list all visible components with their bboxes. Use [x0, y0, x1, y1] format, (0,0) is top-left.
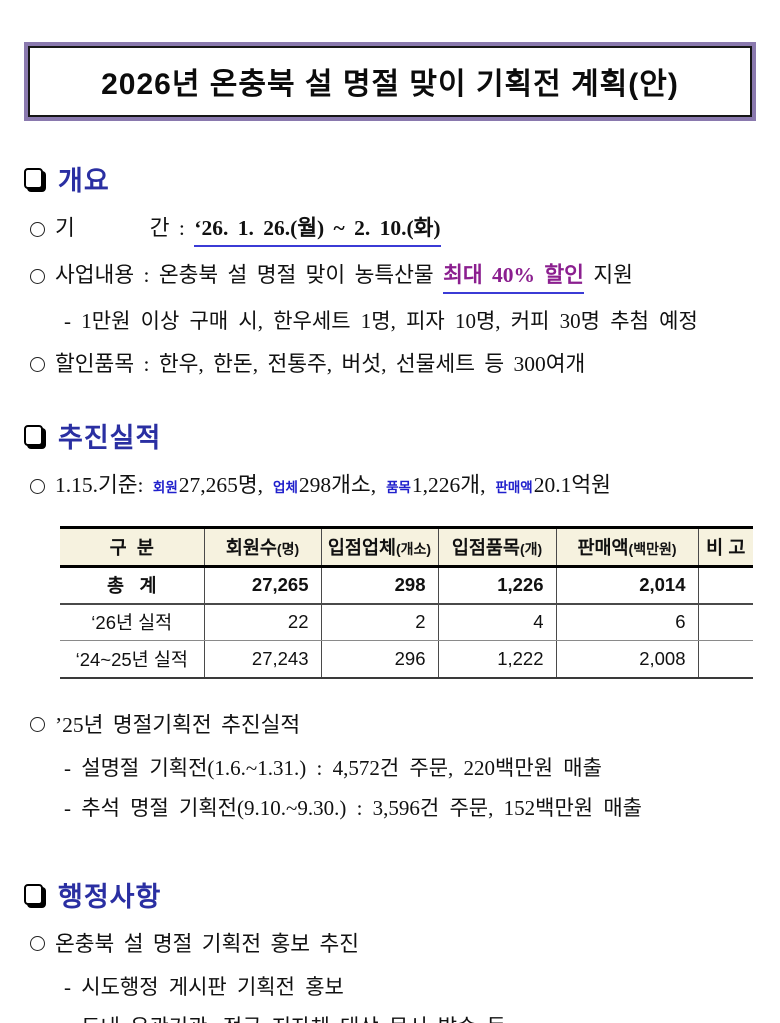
cell-sales: 2,014 — [555, 566, 698, 605]
header-members: 회원수(명) — [203, 527, 321, 568]
cell-note — [697, 566, 753, 605]
section-progress: 추진실적 1.15.기준: 회원 27,265명, 업체 298개소, 품목 1,22… — [22, 416, 758, 823]
stat-value-products: 1,226개, — [411, 473, 486, 497]
header-products: 입점품목(개) — [437, 527, 556, 568]
admin-heading: 행정사항 — [58, 881, 162, 912]
festival-item-chuseok: - 추석 명절 기획전(9.10.~9.30.) : 3,596건 주문, 15… — [64, 795, 642, 820]
document-title: 2026년 온충북 설 명절 맞이 기획전 계획(안) — [101, 68, 679, 101]
stat-value-members: 27,265명, — [178, 473, 264, 497]
admin-item-text: 온충북 설 명절 기획전 홍보 추진 — [55, 931, 360, 956]
header-sales: 판매액(백만원) — [555, 527, 698, 568]
business-sub-line: - 1만원 이상 구매 시, 한우세트 1명, 피자 10명, 커피 30명 추… — [64, 309, 698, 333]
admin-sub-board: - 시도행정 게시판 기획전 홍보 — [64, 974, 344, 999]
square-bullet-icon — [24, 883, 43, 905]
festival-item-seollal: - 설명절 기획전(1.6.~1.31.) : 4,572건 주문, 220백만… — [64, 755, 602, 780]
progress-heading: 추진실적 — [58, 423, 162, 453]
cell-sales: 2,008 — [555, 640, 698, 678]
cell-vendors: 2 — [320, 603, 438, 641]
business-label: 사업내용 : 온충북 설 명절 맞이 농특산물 — [55, 263, 444, 287]
cell-members: 27,265 — [203, 566, 321, 605]
progress-heading-row: 추진실적 — [24, 416, 758, 455]
section-admin: 행정사항 온충북 설 명절 기획전 홍보 추진 - 시도행정 게시판 기획전 홍… — [22, 875, 758, 1023]
section-overview: 개요 기 간 : ‘26. 1. 26.(월) ~ 2. 10.(화) 사업내용… — [22, 159, 758, 380]
table-row-total: 총 계 27,265 298 1,226 2,014 — [60, 566, 753, 605]
stat-label-sales: 판매액 — [495, 480, 533, 495]
circle-bullet-icon — [30, 356, 45, 372]
cell-products: 1,226 — [437, 566, 556, 605]
admin-heading-row: 행정사항 — [24, 875, 758, 914]
cell-members: 27,243 — [203, 640, 321, 678]
festival-performance-block: ’25년 명절기획전 추진실적 - 설명절 기획전(1.6.~1.31.) : … — [22, 709, 758, 823]
stat-label-vendors: 업체 — [273, 480, 298, 495]
period-line: 기 간 : ‘26. 1. 26.(월) ~ 2. 10.(화) — [30, 212, 758, 247]
stat-label-members: 회원 — [152, 480, 178, 495]
progress-table: 구 분 회원수(명) 입점업체(개소) 입점품목(개) 판매액(백만원) 비 고… — [60, 526, 753, 679]
header-note: 비 고 — [697, 527, 753, 568]
cell-sales: 6 — [555, 603, 698, 641]
title-box-inner: 2026년 온충북 설 명절 맞이 기획전 계획(안) — [28, 46, 752, 117]
stat-value-sales: 20.1억원 — [533, 473, 611, 497]
table-row-2026: ‘26년 실적 22 2 4 6 — [60, 603, 753, 641]
festival-title-line: ’25년 명절기획전 추진실적 — [30, 709, 758, 741]
cell-note — [697, 603, 753, 641]
cell-category: ‘26년 실적 — [60, 603, 204, 641]
title-box: 2026년 온충북 설 명절 맞이 기획전 계획(안) — [24, 42, 756, 121]
period-value: ‘26. 1. 26.(월) ~ 2. 10.(화) — [194, 212, 441, 247]
admin-sub-docs: - 도내 유관기관, 전국 지자체 대상 문서 발송 등 — [64, 1012, 758, 1023]
circle-bullet-icon — [30, 222, 45, 237]
cell-category: 총 계 — [60, 566, 204, 605]
business-line: 사업내용 : 온충북 설 명절 맞이 농특산물 최대 40% 할인 지원 — [30, 259, 758, 294]
circle-bullet-icon — [30, 717, 45, 732]
square-bullet-icon — [24, 168, 43, 189]
square-bullet-icon — [24, 425, 43, 446]
period-label: 기 간 : — [55, 216, 195, 240]
festival-title: ’25년 명절기획전 추진실적 — [55, 712, 301, 737]
progress-stats-line: 1.15.기준: 회원 27,265명, 업체 298개소, 품목 1,226개, 판… — [30, 469, 758, 504]
table-row-2024-25: ‘24~25년 실적 27,243 296 1,222 2,008 — [60, 640, 753, 678]
overview-heading: 개요 — [58, 166, 110, 196]
overview-heading-row: 개요 — [24, 159, 758, 198]
cell-category: ‘24~25년 실적 — [75, 648, 188, 670]
discount-highlight: 최대 40% 할인 — [443, 259, 584, 294]
circle-bullet-icon — [30, 479, 45, 494]
stat-value-vendors: 298개소, — [298, 473, 377, 497]
discount-items-text: 할인품목 : 한우, 한돈, 전통주, 버섯, 선물세트 등 300여개 — [55, 352, 586, 376]
cell-products: 1,222 — [437, 640, 556, 678]
cell-note — [697, 640, 753, 678]
admin-item-line: 온충북 설 명절 기획전 홍보 추진 — [30, 928, 758, 960]
header-vendors: 입점업체(개소) — [320, 527, 438, 568]
cell-products: 4 — [437, 603, 556, 641]
header-category: 구 분 — [60, 527, 204, 568]
table-header-row: 구 분 회원수(명) 입점업체(개소) 입점품목(개) 판매액(백만원) 비 고 — [60, 527, 753, 568]
stat-label-products: 품목 — [386, 480, 411, 495]
cell-vendors: 296 — [320, 640, 438, 678]
cell-members: 22 — [203, 603, 321, 641]
stats-prefix: 1.15.기준: — [55, 473, 153, 497]
business-suffix: 지원 — [583, 263, 633, 287]
circle-bullet-icon — [30, 269, 45, 284]
discount-items-line: 할인품목 : 한우, 한돈, 전통주, 버섯, 선물세트 등 300여개 — [30, 348, 758, 380]
circle-bullet-icon — [30, 936, 45, 951]
cell-vendors: 298 — [320, 566, 438, 605]
progress-table-wrap: 구 분 회원수(명) 입점업체(개소) 입점품목(개) 판매액(백만원) 비 고… — [60, 526, 753, 679]
